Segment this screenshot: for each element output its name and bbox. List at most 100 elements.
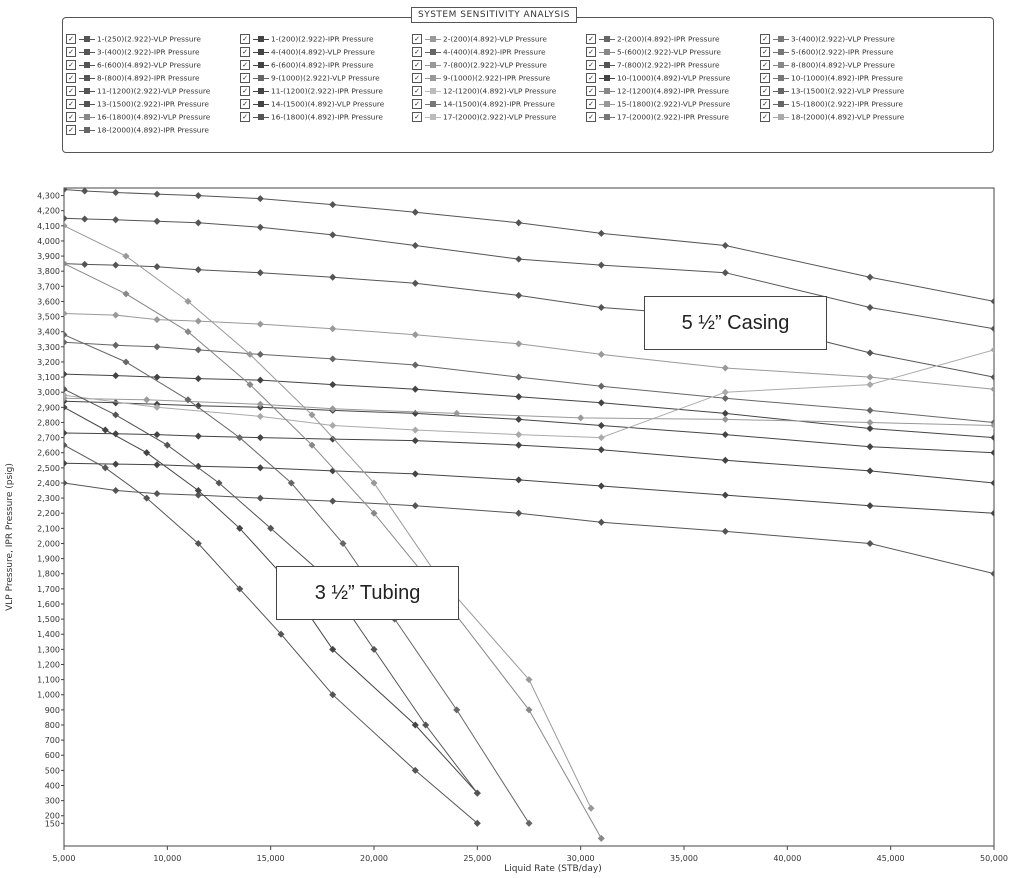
y-tick-label: 2,200: [37, 509, 60, 518]
series-marker-icon: [425, 61, 441, 69]
legend-item[interactable]: ✓ 6-(600)(4.892)-VLP Pressure: [66, 58, 201, 71]
legend-item[interactable]: ✓ 12-(1200)(4.892)-VLP Pressure: [412, 84, 556, 97]
checkbox-icon[interactable]: ✓: [66, 112, 76, 122]
data-point: [329, 231, 337, 239]
legend-item[interactable]: ✓ 8-(800)(4.892)-VLP Pressure: [760, 58, 895, 71]
legend-item[interactable]: ✓ 2-(200)(4.892)-IPR Pressure: [586, 32, 720, 45]
legend-item[interactable]: ✓ 7-(800)(2.922)-IPR Pressure: [586, 58, 720, 71]
checkbox-icon[interactable]: ✓: [240, 47, 250, 57]
legend-item[interactable]: ✓ 10-(1000)(4.892)-IPR Pressure: [760, 71, 903, 84]
y-tick-label: 2,100: [37, 524, 60, 533]
checkbox-icon[interactable]: ✓: [66, 60, 76, 70]
checkbox-icon[interactable]: ✓: [412, 60, 422, 70]
legend-item[interactable]: ✓ 5-(600)(2.922)-IPR Pressure: [760, 45, 894, 58]
checkbox-icon[interactable]: ✓: [240, 60, 250, 70]
legend-item[interactable]: ✓ 16-(1800)(4.892)-IPR Pressure: [240, 110, 383, 123]
series-marker-icon: [599, 35, 615, 43]
data-point: [990, 570, 994, 578]
legend-item[interactable]: ✓ 17-(2000)(2.922)-IPR Pressure: [586, 110, 729, 123]
checkbox-icon[interactable]: ✓: [412, 47, 422, 57]
legend-item[interactable]: ✓ 18-(2000)(4.892)-IPR Pressure: [66, 123, 209, 136]
checkbox-icon[interactable]: ✓: [240, 86, 250, 96]
legend-item[interactable]: ✓ 8-(800)(4.892)-IPR Pressure: [66, 71, 200, 84]
legend-item-label: 3-(400)(2.922)-IPR Pressure: [97, 47, 200, 57]
data-point: [64, 188, 68, 194]
checkbox-icon[interactable]: ✓: [586, 34, 596, 44]
data-point: [721, 491, 729, 499]
data-point: [370, 645, 378, 653]
data-point: [866, 303, 874, 312]
checkbox-icon[interactable]: ✓: [760, 99, 770, 109]
legend-item[interactable]: ✓ 4-(400)(4.892)-VLP Pressure: [240, 45, 375, 58]
checkbox-icon[interactable]: ✓: [66, 86, 76, 96]
checkbox-icon[interactable]: ✓: [66, 47, 76, 57]
data-point: [515, 255, 523, 263]
series-marker-icon: [599, 100, 615, 108]
legend-item[interactable]: ✓ 16-(1800)(4.892)-VLP Pressure: [66, 110, 210, 123]
checkbox-icon[interactable]: ✓: [586, 99, 596, 109]
data-point: [112, 460, 120, 468]
legend-item[interactable]: ✓ 3-(400)(2.922)-IPR Pressure: [66, 45, 200, 58]
legend-item[interactable]: ✓ 11-(1200)(2.922)-IPR Pressure: [240, 84, 383, 97]
checkbox-icon[interactable]: ✓: [240, 34, 250, 44]
legend-item[interactable]: ✓ 1-(250)(2.922)-VLP Pressure: [66, 32, 201, 45]
legend-item[interactable]: ✓ 9-(1000)(2.922)-VLP Pressure: [240, 71, 380, 84]
legend-item[interactable]: ✓ 4-(400)(4.892)-IPR Pressure: [412, 45, 546, 58]
legend-item[interactable]: ✓ 6-(600)(4.892)-IPR Pressure: [240, 58, 374, 71]
checkbox-icon[interactable]: ✓: [586, 86, 596, 96]
data-point: [721, 431, 729, 439]
data-point: [194, 486, 202, 495]
legend-item[interactable]: ✓ 10-(1000)(4.892)-VLP Pressure: [586, 71, 730, 84]
checkbox-icon[interactable]: ✓: [586, 47, 596, 57]
legend-item[interactable]: ✓ 5-(600)(2.922)-VLP Pressure: [586, 45, 721, 58]
y-tick-label: 3,100: [37, 373, 60, 382]
x-tick-label: 25,000: [463, 854, 491, 863]
checkbox-icon[interactable]: ✓: [760, 47, 770, 57]
legend-item[interactable]: ✓ 12-(1200)(4.892)-IPR Pressure: [586, 84, 729, 97]
checkbox-icon[interactable]: ✓: [760, 86, 770, 96]
checkbox-icon[interactable]: ✓: [760, 112, 770, 122]
checkbox-icon[interactable]: ✓: [240, 73, 250, 83]
data-point: [721, 394, 729, 402]
checkbox-icon[interactable]: ✓: [760, 34, 770, 44]
series-marker-icon: [253, 35, 269, 43]
checkbox-icon[interactable]: ✓: [66, 125, 76, 135]
legend-item[interactable]: ✓ 17-(2000)(2.922)-VLP Pressure: [412, 110, 556, 123]
legend-item[interactable]: ✓ 13-(1500)(2.922)-IPR Pressure: [66, 97, 209, 110]
checkbox-icon[interactable]: ✓: [66, 73, 76, 83]
legend-item[interactable]: ✓ 7-(800)(2.922)-VLP Pressure: [412, 58, 547, 71]
checkbox-icon[interactable]: ✓: [412, 86, 422, 96]
data-point: [277, 630, 285, 638]
checkbox-icon[interactable]: ✓: [760, 73, 770, 83]
legend-item[interactable]: ✓ 2-(200)(4.892)-VLP Pressure: [412, 32, 547, 45]
legend-item[interactable]: ✓ 15-(1800)(2.922)-VLP Pressure: [586, 97, 730, 110]
legend-item[interactable]: ✓ 13-(1500)(2.922)-VLP Pressure: [760, 84, 904, 97]
legend-item[interactable]: ✓ 15-(1800)(2.922)-IPR Pressure: [760, 97, 903, 110]
legend-item[interactable]: ✓ 11-(1200)(2.922)-VLP Pressure: [66, 84, 210, 97]
checkbox-icon[interactable]: ✓: [240, 112, 250, 122]
legend-item[interactable]: ✓ 18-(2000)(4.892)-VLP Pressure: [760, 110, 904, 123]
checkbox-icon[interactable]: ✓: [586, 60, 596, 70]
checkbox-icon[interactable]: ✓: [586, 73, 596, 83]
checkbox-icon[interactable]: ✓: [240, 99, 250, 109]
checkbox-icon[interactable]: ✓: [412, 99, 422, 109]
checkbox-icon[interactable]: ✓: [66, 99, 76, 109]
checkbox-icon[interactable]: ✓: [412, 112, 422, 122]
checkbox-icon[interactable]: ✓: [412, 73, 422, 83]
legend-item[interactable]: ✓ 14-(1500)(4.892)-VLP Pressure: [240, 97, 384, 110]
legend-item-label: 10-(1000)(4.892)-IPR Pressure: [791, 73, 903, 83]
x-tick-label: 20,000: [360, 854, 388, 863]
checkbox-icon[interactable]: ✓: [412, 34, 422, 44]
data-point: [236, 585, 244, 593]
data-point: [267, 524, 275, 532]
checkbox-icon[interactable]: ✓: [760, 60, 770, 70]
legend-item[interactable]: ✓ 3-(400)(2.922)-VLP Pressure: [760, 32, 895, 45]
checkbox-icon[interactable]: ✓: [66, 34, 76, 44]
checkbox-icon[interactable]: ✓: [586, 112, 596, 122]
legend-item[interactable]: ✓ 1-(200)(2.922)-IPR Pressure: [240, 32, 374, 45]
data-point: [473, 789, 481, 797]
data-point: [101, 464, 109, 472]
legend-item[interactable]: ✓ 14-(1500)(4.892)-IPR Pressure: [412, 97, 555, 110]
x-axis-label: Liquid Rate (STB/day): [504, 864, 602, 874]
legend-item[interactable]: ✓ 9-(1000)(2.922)-IPR Pressure: [412, 71, 550, 84]
